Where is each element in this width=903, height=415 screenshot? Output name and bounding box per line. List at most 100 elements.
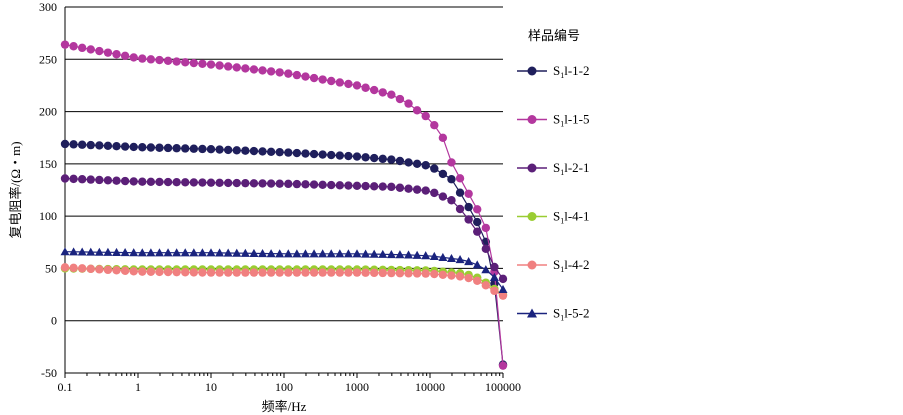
data-point <box>361 249 371 258</box>
data-point <box>232 146 241 155</box>
data-point <box>206 60 216 69</box>
data-point <box>421 161 430 170</box>
data-point <box>138 143 147 152</box>
series-line <box>64 44 504 366</box>
data-point <box>464 202 473 212</box>
data-point <box>395 156 405 166</box>
legend: 样品编号 S1l-1-2 S1l-1-5 S1l-2-1 S1l-4-1 S1l-4-2… <box>517 28 590 323</box>
data-point <box>284 69 293 78</box>
data-point <box>455 254 465 264</box>
series-line <box>64 143 504 365</box>
data-point <box>197 248 207 257</box>
data-point <box>112 176 121 185</box>
data-point <box>69 263 78 273</box>
data-point <box>309 268 319 277</box>
data-point <box>258 179 267 188</box>
data-point <box>155 55 164 65</box>
axis-layer: 频率/Hz 复电阻率/(Ω・m) -50 0 50 100 150 200 250 300 0.… <box>8 0 521 414</box>
data-point <box>69 42 78 51</box>
data-point <box>378 154 387 164</box>
legend-marker <box>527 260 537 270</box>
data-point <box>77 43 87 53</box>
y-tick-label: 150 <box>39 157 57 171</box>
x-tick-label: 10000 <box>415 380 445 394</box>
data-point <box>137 248 147 257</box>
data-point <box>249 179 259 188</box>
data-point <box>95 175 104 185</box>
data-point <box>438 252 448 262</box>
data-point <box>361 268 370 277</box>
data-point <box>206 268 216 277</box>
data-point <box>292 249 302 258</box>
data-point <box>206 145 216 154</box>
legend-marker <box>527 66 537 76</box>
data-point <box>318 180 327 190</box>
data-point <box>412 185 422 194</box>
data-point <box>464 257 474 266</box>
data-point <box>172 57 181 66</box>
data-point <box>344 79 353 89</box>
data-point <box>473 217 482 227</box>
data-point <box>112 142 121 151</box>
data-point <box>129 177 138 186</box>
data-point <box>77 140 87 149</box>
data-point <box>455 174 465 183</box>
data-point <box>412 106 422 115</box>
data-point <box>181 144 190 153</box>
data-point <box>232 63 241 72</box>
data-point <box>284 148 293 157</box>
data-point <box>404 184 413 193</box>
legend-label: S1l-5-2 <box>553 306 590 323</box>
data-point <box>498 284 508 293</box>
data-point <box>163 177 173 187</box>
y-tick-label: 300 <box>39 0 57 14</box>
data-point <box>86 140 95 150</box>
legend-item: S1l-4-1 <box>517 209 590 226</box>
data-point <box>300 249 310 258</box>
data-point <box>429 251 439 260</box>
data-point <box>112 247 122 257</box>
series-S1l-5-2 <box>60 247 508 293</box>
data-point <box>378 249 388 258</box>
data-point <box>292 148 302 158</box>
grid-layer <box>65 6 503 374</box>
data-point <box>327 180 336 190</box>
data-point <box>189 248 199 257</box>
data-point <box>198 268 207 277</box>
legend-label: S1l-4-2 <box>553 257 590 274</box>
data-point <box>69 140 78 149</box>
data-point <box>258 66 267 75</box>
x-tick-label: 1 <box>135 380 141 394</box>
data-point <box>472 260 482 269</box>
legend-marker <box>527 163 537 173</box>
data-point <box>352 152 362 161</box>
data-point <box>284 179 293 189</box>
data-point <box>309 180 319 189</box>
data-point <box>146 55 156 64</box>
data-point <box>455 188 465 197</box>
data-point <box>215 248 225 257</box>
legend-item: S1l-4-2 <box>517 257 590 274</box>
data-point <box>258 268 267 277</box>
data-point <box>103 141 113 151</box>
x-tick-label: 10 <box>205 380 217 394</box>
data-point <box>258 248 268 258</box>
data-point <box>301 268 310 277</box>
data-point <box>395 269 405 278</box>
data-point <box>301 72 310 81</box>
x-tick-label: 100 <box>275 380 293 394</box>
data-point <box>155 143 164 152</box>
x-tick-label: 0.1 <box>58 380 73 394</box>
data-point <box>232 268 241 277</box>
data-point <box>275 179 284 188</box>
data-point <box>292 70 302 80</box>
data-point <box>86 45 95 54</box>
data-point <box>129 142 138 152</box>
data-point <box>430 188 439 198</box>
y-tick-label: 50 <box>45 261 57 275</box>
data-point <box>77 247 87 256</box>
data-point <box>198 144 207 154</box>
data-point <box>266 67 276 76</box>
data-point <box>283 249 293 258</box>
